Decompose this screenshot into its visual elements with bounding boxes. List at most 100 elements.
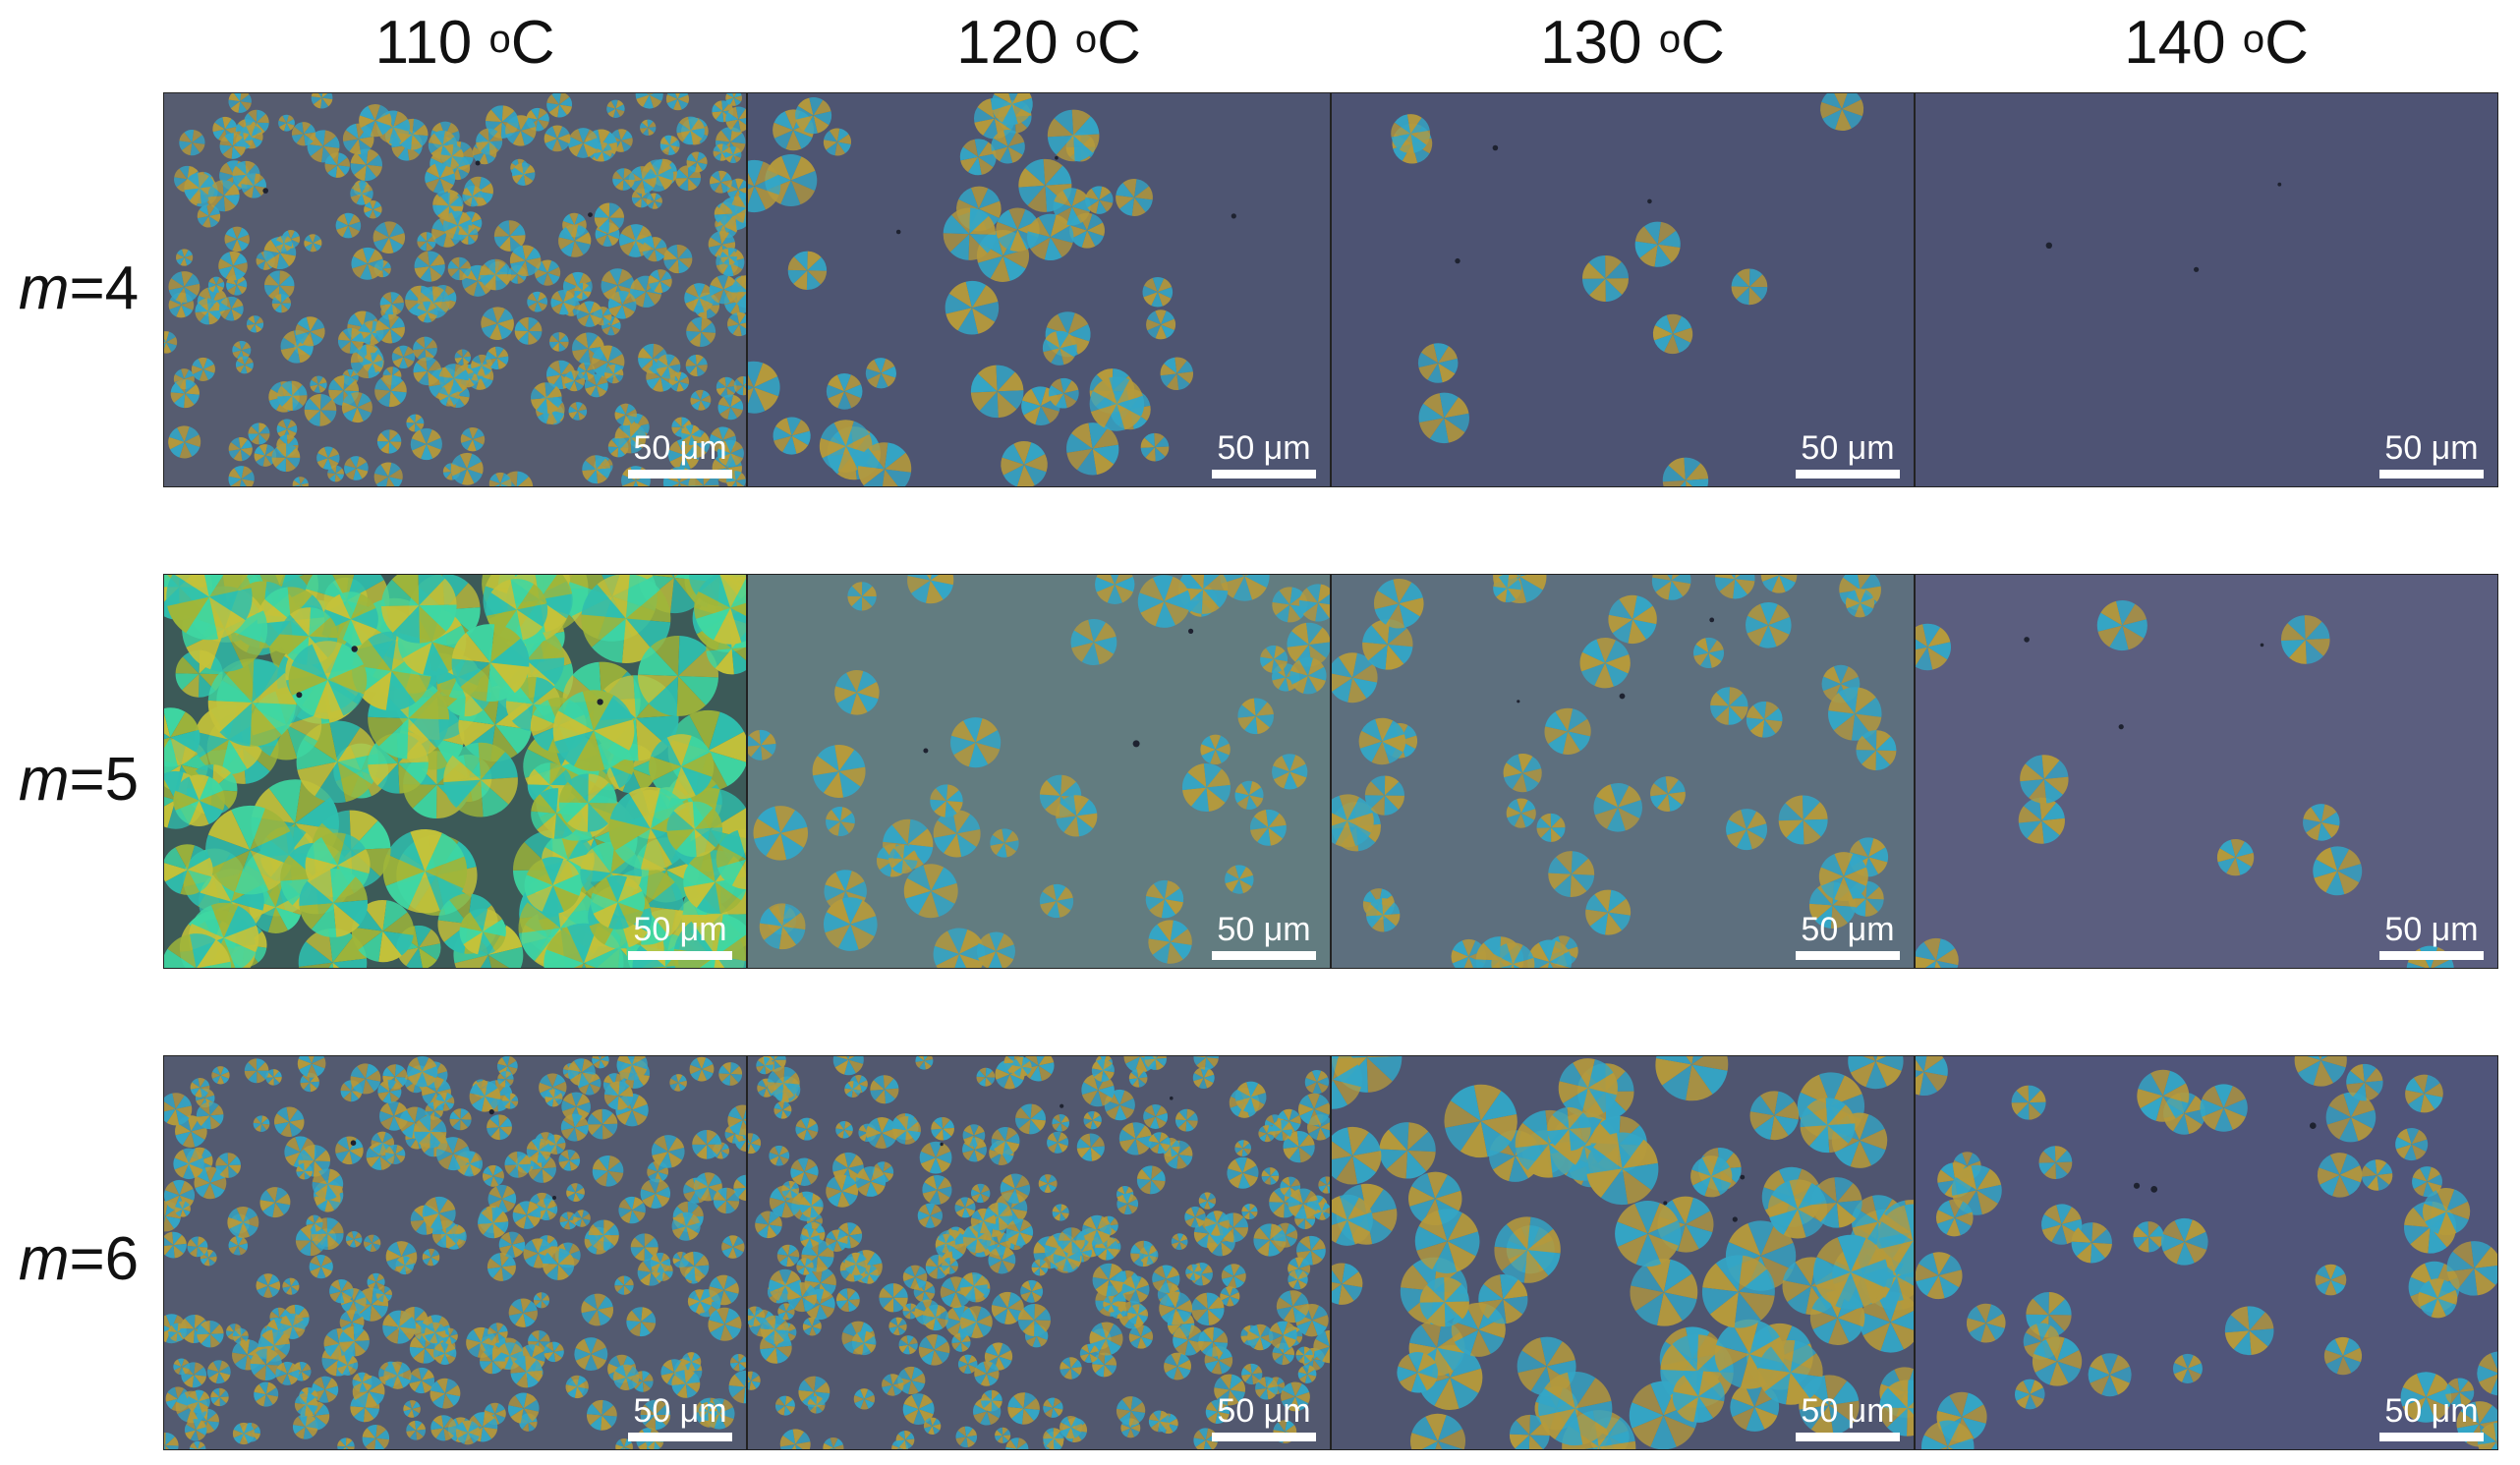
spherulite — [1828, 687, 1882, 741]
spherulite — [1116, 1396, 1146, 1426]
spherulite — [1672, 1370, 1725, 1423]
spherulite — [716, 828, 746, 889]
spherulite — [1538, 1372, 1613, 1446]
spherulite — [512, 1201, 542, 1229]
spherulite — [362, 1425, 390, 1449]
spherulite — [716, 439, 744, 467]
spherulite — [164, 1231, 187, 1259]
spherulite — [375, 313, 405, 344]
spherulite — [1408, 1171, 1462, 1225]
spherulite — [1204, 1211, 1230, 1236]
spherulite — [1760, 575, 1798, 593]
spherulite — [1079, 1343, 1100, 1364]
spherulite — [1103, 1295, 1119, 1313]
spherulite — [721, 1235, 745, 1259]
row-label-m5: m=5 — [0, 745, 157, 815]
degree-superscript: o — [1074, 18, 1098, 61]
spherulite — [692, 1129, 722, 1159]
spherulite — [866, 1117, 898, 1150]
spherulite — [1234, 1140, 1252, 1156]
scale-bar: 50 μm — [1212, 1391, 1316, 1441]
spherulite — [2096, 600, 2148, 651]
spherulite — [888, 1317, 907, 1335]
spherulite — [224, 226, 250, 253]
spherulite — [352, 1375, 385, 1408]
micrograph-m5-110c: 50 μm — [163, 574, 747, 969]
spherulite — [2014, 1379, 2045, 1410]
spherulite — [512, 162, 536, 186]
spherulite — [888, 844, 918, 874]
spherulite — [640, 1399, 671, 1431]
spherulite — [717, 394, 744, 421]
spherulite — [235, 356, 254, 374]
spherulite — [455, 1420, 481, 1445]
debris-dot — [1732, 1216, 1738, 1222]
spherulite — [612, 168, 635, 191]
spherulite — [433, 1341, 457, 1365]
spherulite — [173, 1148, 204, 1180]
spherulite — [552, 690, 635, 771]
spherulite — [168, 425, 201, 459]
spherulite — [1916, 1252, 1963, 1300]
debris-dot — [1492, 144, 1499, 151]
spherulite — [769, 1145, 790, 1166]
spherulite — [244, 1058, 269, 1084]
spherulite — [919, 1141, 952, 1174]
debris-dot — [552, 1196, 556, 1200]
spherulite — [481, 307, 514, 341]
spherulite — [1192, 1067, 1215, 1089]
spherulite — [1494, 1216, 1561, 1283]
spherulite — [1095, 575, 1135, 604]
spherulite — [1038, 1174, 1058, 1193]
spherulite — [642, 237, 667, 262]
spherulite — [1585, 889, 1632, 935]
spherulite — [1332, 1056, 1362, 1109]
spherulite — [1085, 186, 1114, 214]
spherulite — [2011, 1085, 2046, 1120]
spherulite — [981, 1389, 1002, 1412]
spherulite — [1397, 1352, 1438, 1393]
spherulite — [1856, 730, 1897, 771]
spherulite — [1020, 1279, 1044, 1303]
spherulite — [1288, 1269, 1308, 1290]
debris-dot — [488, 1109, 494, 1115]
spherulite — [227, 1207, 259, 1238]
spherulite — [205, 805, 295, 895]
spherulite — [1145, 879, 1184, 919]
debris-dot — [2024, 637, 2030, 643]
spherulite — [807, 1395, 826, 1414]
spherulite — [1268, 1321, 1297, 1350]
micrograph-image — [1916, 575, 2497, 968]
column-header-unit: C — [1681, 9, 1725, 77]
spherulite — [2137, 1069, 2190, 1122]
spherulite — [292, 1414, 318, 1439]
spherulite — [604, 365, 624, 384]
spherulite — [327, 465, 344, 482]
spherulite — [1198, 1326, 1229, 1357]
spherulite — [1548, 851, 1595, 898]
spherulite — [435, 1137, 470, 1171]
spherulite — [550, 290, 576, 315]
spherulite — [907, 575, 954, 604]
spherulite — [995, 1427, 1011, 1443]
spherulite — [882, 1374, 904, 1396]
spherulite — [1140, 432, 1170, 462]
spherulite — [1117, 1193, 1139, 1215]
spherulite — [2346, 1063, 2383, 1101]
spherulite — [563, 370, 585, 392]
spherulite — [544, 1089, 563, 1107]
spherulite — [1128, 1324, 1154, 1349]
spherulite — [497, 1071, 514, 1088]
spherulite — [659, 135, 680, 155]
column-header-unit: C — [1097, 9, 1141, 77]
spherulite — [1200, 734, 1231, 765]
spherulite — [898, 1335, 918, 1355]
spherulite — [1059, 1227, 1085, 1254]
spherulite — [191, 357, 215, 381]
spherulite — [316, 446, 340, 470]
spherulite — [1159, 1291, 1193, 1325]
micrograph-background — [1916, 575, 2497, 968]
spherulite — [865, 358, 896, 389]
spherulite — [656, 354, 681, 379]
spherulite — [2133, 1221, 2164, 1253]
